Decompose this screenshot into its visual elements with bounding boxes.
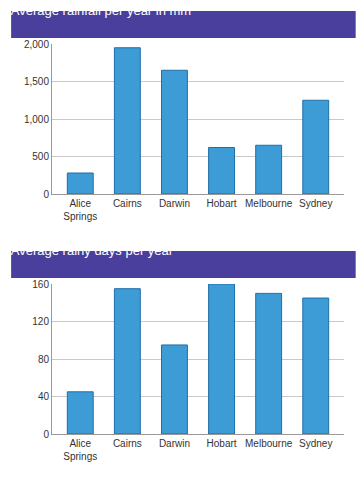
svg-text:160: 160 <box>32 279 49 290</box>
svg-text:120: 120 <box>32 316 49 327</box>
svg-text:1,000: 1,000 <box>24 114 49 125</box>
svg-text:Average rainfall per year in m: Average rainfall per year in mm <box>11 3 191 18</box>
svg-text:AliceSprings: AliceSprings <box>63 198 97 222</box>
svg-text:1,500: 1,500 <box>24 76 49 87</box>
svg-text:Hobart: Hobart <box>207 198 237 209</box>
svg-text:Cairns: Cairns <box>113 438 142 449</box>
svg-text:Darwin: Darwin <box>159 198 190 209</box>
svg-text:40: 40 <box>38 391 50 402</box>
svg-text:Sydney: Sydney <box>299 438 332 449</box>
svg-text:Hobart: Hobart <box>207 438 237 449</box>
svg-text:Sydney: Sydney <box>299 198 332 209</box>
svg-text:Melbourne: Melbourne <box>245 198 293 209</box>
svg-text:2,000: 2,000 <box>24 39 49 50</box>
svg-text:AliceSprings: AliceSprings <box>63 438 97 462</box>
svg-text:Darwin: Darwin <box>159 438 190 449</box>
svg-text:0: 0 <box>43 429 49 440</box>
svg-text:Average rainy days per year: Average rainy days per year <box>11 243 174 258</box>
svg-text:0: 0 <box>43 189 49 200</box>
svg-text:500: 500 <box>32 151 49 162</box>
svg-text:Melbourne: Melbourne <box>245 438 293 449</box>
svg-text:Cairns: Cairns <box>113 198 142 209</box>
svg-text:80: 80 <box>38 354 50 365</box>
